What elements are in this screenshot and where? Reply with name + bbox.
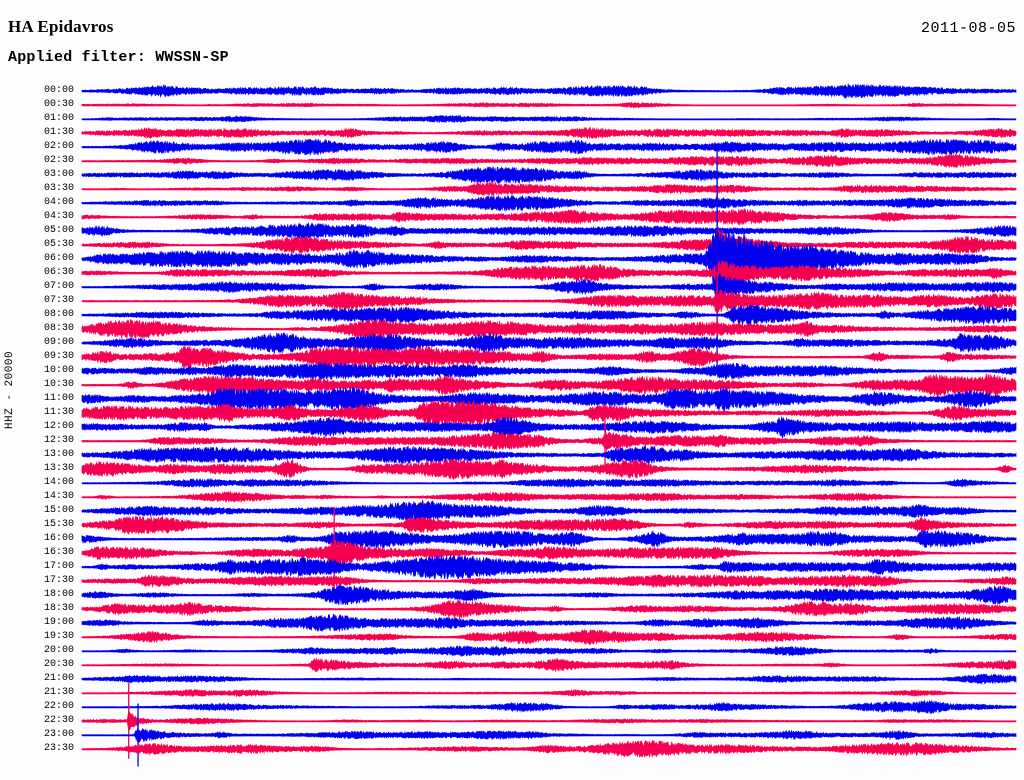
time-tick-label: 12:00: [43, 421, 74, 432]
time-tick-label: 00:00: [43, 85, 74, 96]
time-tick-label: 08:30: [43, 323, 74, 334]
time-tick-label: 02:00: [43, 141, 74, 152]
trace-row: [81, 318, 1017, 340]
time-tick-labels: 00:00 00:30 01:00 01:30 02:00 02:30 03:00 03:30…: [0, 0, 80, 780]
time-tick-label: 05:30: [43, 239, 74, 250]
time-tick-label: 04:00: [43, 197, 74, 208]
time-tick-label: 21:30: [43, 687, 74, 698]
time-tick-label: 07:00: [43, 281, 74, 292]
time-tick-label: 18:30: [43, 603, 74, 614]
time-tick-label: 15:00: [43, 505, 74, 516]
date-label: 2011-08-05: [920, 20, 1016, 37]
time-tick-label: 02:30: [43, 155, 74, 166]
time-tick-label: 13:00: [43, 449, 74, 460]
time-tick-label: 14:30: [43, 491, 74, 502]
time-tick-label: 05:00: [43, 225, 74, 236]
time-tick-label: 08:00: [43, 309, 74, 320]
time-tick-label: 16:00: [43, 533, 74, 544]
time-tick-label: 17:00: [43, 561, 74, 572]
time-tick-label: 19:30: [43, 631, 74, 642]
time-tick-label: 00:30: [43, 99, 74, 110]
time-tick-label: 01:30: [43, 127, 74, 138]
time-tick-label: 15:30: [43, 519, 74, 530]
time-tick-label: 17:30: [43, 575, 74, 586]
time-tick-label: 09:00: [43, 337, 74, 348]
time-tick-label: 20:00: [43, 645, 74, 656]
time-tick-label: 13:30: [43, 463, 74, 474]
time-tick-label: 20:30: [43, 659, 74, 670]
time-tick-label: 23:30: [43, 743, 74, 754]
time-tick-label: 19:00: [43, 617, 74, 628]
time-tick-label: 16:30: [43, 547, 74, 558]
station-title: HA Epidavros: [8, 17, 114, 36]
time-tick-label: 10:30: [43, 379, 74, 390]
filter-label: Applied filter: WWSSN-SP: [8, 49, 229, 66]
time-tick-label: 14:00: [43, 477, 74, 488]
time-tick-label: 09:30: [43, 351, 74, 362]
time-tick-label: 12:30: [43, 435, 74, 446]
time-tick-label: 22:00: [43, 701, 74, 712]
time-tick-label: 01:00: [43, 113, 74, 124]
time-tick-label: 18:00: [43, 589, 74, 600]
time-tick-label: 11:30: [43, 407, 74, 418]
time-tick-label: 07:30: [43, 295, 74, 306]
time-tick-label: 06:30: [43, 267, 74, 278]
time-tick-label: 04:30: [43, 211, 74, 222]
time-tick-label: 03:30: [43, 183, 74, 194]
time-tick-label: 03:00: [43, 169, 74, 180]
time-tick-label: 06:00: [43, 253, 74, 264]
time-tick-label: 21:00: [43, 673, 74, 684]
time-tick-label: 22:30: [43, 715, 74, 726]
time-tick-label: 10:00: [43, 365, 74, 376]
time-tick-label: 11:00: [43, 393, 74, 404]
time-tick-label: 23:00: [43, 729, 74, 740]
